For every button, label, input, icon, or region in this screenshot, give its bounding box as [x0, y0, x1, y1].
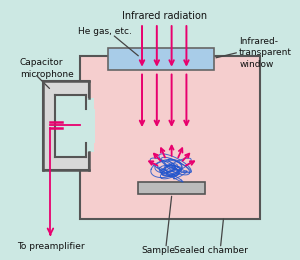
Text: Sealed chamber: Sealed chamber [175, 246, 248, 255]
Text: To preamplifier: To preamplifier [17, 242, 85, 251]
Bar [43, 81, 89, 170]
Bar [108, 48, 214, 70]
Bar [60, 98, 94, 152]
Bar [55, 95, 86, 157]
Bar [80, 56, 260, 219]
Bar [138, 183, 205, 194]
Text: He gas, etc.: He gas, etc. [78, 27, 132, 36]
Text: Infrared radiation: Infrared radiation [122, 11, 207, 21]
Text: Capacitor
microphone: Capacitor microphone [20, 58, 74, 79]
Text: Infrared-
transparent
window: Infrared- transparent window [239, 37, 292, 69]
Text: Sample: Sample [142, 246, 176, 255]
Bar [68, 109, 95, 143]
Bar [57, 97, 84, 155]
